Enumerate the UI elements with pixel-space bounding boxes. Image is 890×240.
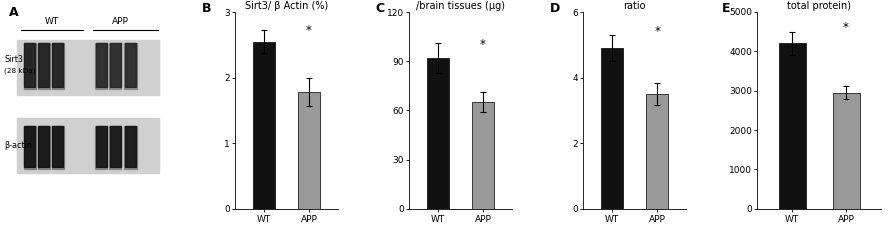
- Title: NAD⁺ level (pmol)
/brain tissues (μg): NAD⁺ level (pmol) /brain tissues (μg): [416, 0, 505, 11]
- Bar: [109, 43, 121, 89]
- Bar: [38, 43, 49, 87]
- Bar: [53, 126, 63, 168]
- Title: Sirt3 activity
(Fluorescent intensity/
total protein): Sirt3 activity (Fluorescent intensity/ t…: [765, 0, 874, 11]
- Text: A: A: [9, 6, 19, 19]
- Text: D: D: [550, 2, 560, 15]
- Text: *: *: [306, 24, 312, 37]
- Title: Sirt3/ β Actin (%): Sirt3/ β Actin (%): [245, 1, 328, 11]
- Text: *: *: [843, 21, 849, 34]
- Bar: [52, 126, 64, 169]
- Bar: [427, 58, 449, 209]
- Bar: [24, 43, 36, 89]
- Bar: [37, 126, 50, 169]
- Bar: [109, 43, 120, 87]
- Bar: [96, 43, 107, 87]
- Bar: [832, 93, 860, 209]
- Bar: [95, 43, 108, 89]
- Bar: [52, 43, 64, 89]
- Text: (28 kDa): (28 kDa): [4, 68, 36, 74]
- Bar: [96, 126, 107, 168]
- Text: E: E: [723, 2, 731, 15]
- Text: C: C: [376, 2, 384, 15]
- Bar: [125, 43, 137, 89]
- Bar: [24, 126, 36, 168]
- Bar: [17, 40, 159, 95]
- Bar: [779, 43, 805, 209]
- Bar: [24, 43, 36, 87]
- Bar: [646, 94, 668, 209]
- Bar: [472, 102, 494, 209]
- Text: *: *: [480, 38, 486, 51]
- Text: B: B: [202, 2, 211, 15]
- Bar: [125, 126, 137, 169]
- Bar: [37, 43, 50, 89]
- Title: NAD⁺/ NADH
ratio: NAD⁺/ NADH ratio: [603, 0, 666, 11]
- Bar: [125, 126, 136, 168]
- Bar: [125, 43, 136, 87]
- Text: WT: WT: [45, 17, 60, 26]
- Text: Sirt3: Sirt3: [4, 55, 23, 64]
- Text: β-actin: β-actin: [4, 141, 32, 150]
- Bar: [53, 43, 63, 87]
- Bar: [253, 42, 275, 209]
- Bar: [95, 126, 108, 169]
- Bar: [297, 92, 320, 209]
- Bar: [38, 126, 49, 168]
- Bar: [109, 126, 121, 169]
- Bar: [24, 126, 36, 169]
- Text: *: *: [654, 25, 660, 38]
- Text: APP: APP: [112, 17, 129, 26]
- Bar: [109, 126, 120, 168]
- Bar: [17, 118, 159, 173]
- Bar: [601, 48, 623, 209]
